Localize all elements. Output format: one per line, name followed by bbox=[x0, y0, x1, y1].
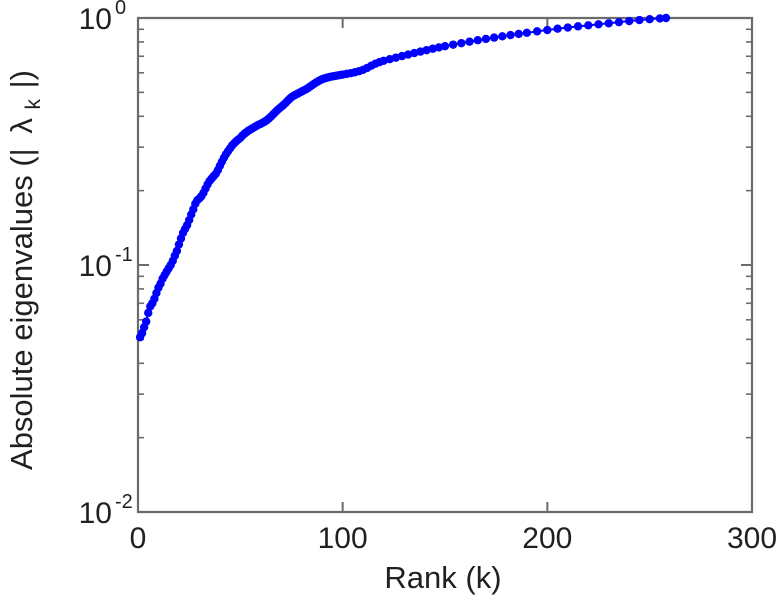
y-axis-minor-ticks bbox=[138, 28, 752, 439]
data-point bbox=[614, 17, 624, 27]
data-point bbox=[141, 317, 151, 326]
eigenvalue-markers bbox=[135, 13, 671, 342]
data-point bbox=[553, 24, 562, 33]
data-point bbox=[563, 23, 572, 32]
y-tick-label: 10 0 bbox=[79, 0, 127, 36]
x-axis-title: Rank (k) bbox=[384, 560, 501, 595]
data-point bbox=[594, 20, 603, 29]
y-tick-mantissa: 10 bbox=[79, 497, 112, 530]
data-point bbox=[481, 34, 491, 44]
y-axis-title-text: Absolute eigenvalues (| λ k |) bbox=[4, 70, 47, 470]
data-point bbox=[506, 30, 515, 40]
data-point bbox=[604, 19, 613, 28]
data-point bbox=[172, 246, 182, 256]
data-point bbox=[532, 27, 542, 36]
data-point bbox=[543, 25, 552, 35]
x-tick-label: 0 bbox=[130, 522, 147, 555]
y-tick-mantissa: 10 bbox=[79, 3, 112, 36]
x-axis-tick-labels: 0 100 200 300 bbox=[130, 522, 777, 555]
y-tick-label: 10 -2 bbox=[79, 491, 133, 530]
axes-box bbox=[136, 16, 754, 514]
y-tick-label: 10 -1 bbox=[79, 244, 133, 283]
data-point bbox=[465, 37, 474, 46]
data-point bbox=[655, 14, 665, 23]
data-point bbox=[457, 38, 466, 48]
x-tick-label: 100 bbox=[318, 522, 368, 555]
data-point bbox=[489, 33, 499, 42]
y-tick-exponent: 0 bbox=[115, 0, 126, 19]
y-axis-title-subscript: k bbox=[22, 99, 45, 110]
y-tick-mantissa: 10 bbox=[79, 250, 112, 283]
y-tick-exponent: -1 bbox=[115, 244, 133, 266]
y-tick-exponent: -2 bbox=[115, 491, 133, 513]
data-point bbox=[522, 28, 532, 38]
y-axis-title-lambda: λ bbox=[4, 118, 39, 134]
data-point bbox=[440, 41, 450, 51]
data-point bbox=[635, 15, 644, 25]
y-axis-title-suffix: |) bbox=[4, 70, 39, 88]
data-point bbox=[573, 22, 583, 31]
data-point bbox=[144, 308, 153, 318]
data-point bbox=[584, 21, 593, 30]
data-point bbox=[661, 13, 671, 23]
y-axis-title-prefix: Absolute eigenvalues (| bbox=[4, 148, 39, 470]
x-axis-ticks bbox=[341, 18, 549, 512]
y-axis-title: Absolute eigenvalues (| λ k |) bbox=[4, 70, 47, 470]
data-point bbox=[514, 29, 523, 39]
x-tick-label: 200 bbox=[522, 522, 572, 555]
data-series-group bbox=[135, 13, 671, 342]
axes-frame bbox=[136, 16, 754, 514]
x-tick-label: 300 bbox=[727, 522, 777, 555]
data-point bbox=[448, 40, 458, 49]
data-point bbox=[473, 36, 482, 45]
data-point bbox=[645, 14, 654, 24]
data-point bbox=[498, 32, 507, 41]
eigenvalue-curve bbox=[139, 17, 668, 339]
data-point bbox=[625, 16, 634, 26]
